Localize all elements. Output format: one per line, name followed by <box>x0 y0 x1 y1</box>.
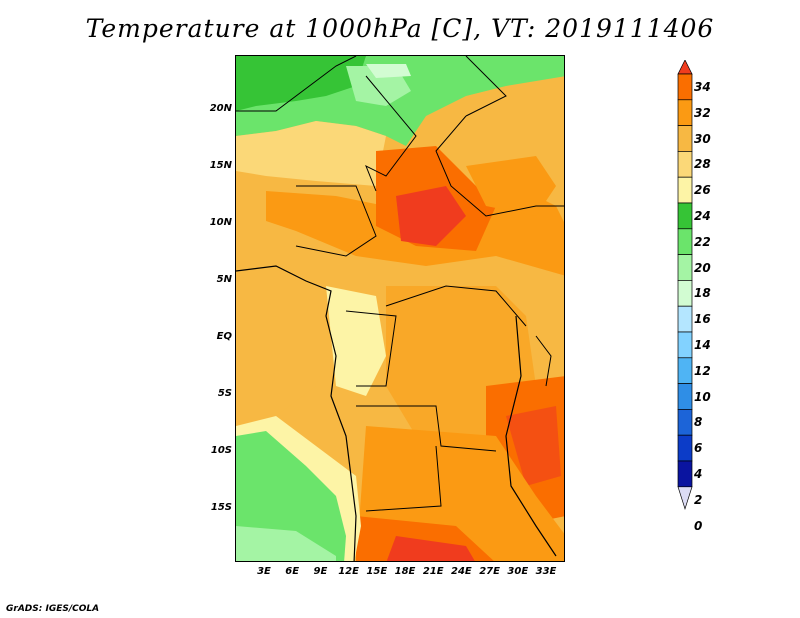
colorbar-swatch <box>677 151 693 178</box>
colorbar-tick-label: 24 <box>694 209 711 223</box>
colorbar-tick-label: 6 <box>694 441 703 456</box>
colorbar-swatch <box>677 460 693 488</box>
colorbar-tick-label: 4 <box>694 467 703 481</box>
colorbar-bottom-arrow <box>677 486 693 510</box>
colorbar-swatch <box>677 280 693 307</box>
temperature-field <box>236 56 564 561</box>
lat-tick-label: 10N <box>209 217 232 228</box>
colorbar-tick-label: 32 <box>694 105 711 120</box>
lon-tick-label: 30E <box>507 566 529 577</box>
lat-tick-label: 5S <box>217 388 232 399</box>
grads-credit: GrADS: IGES/COLA <box>6 604 100 614</box>
lon-tick-label: 18E <box>394 566 416 577</box>
colorbar-swatch <box>677 125 693 152</box>
lon-tick-label: 15E <box>366 566 388 577</box>
colorbar-tick-label: 22 <box>694 234 711 249</box>
colorbar-tick-label: 12 <box>694 363 711 378</box>
colorbar-swatch <box>677 305 693 333</box>
lat-tick-label: 5N <box>216 274 232 285</box>
colorbar-tick-label: 28 <box>694 157 711 172</box>
colorbar-tick-label: 8 <box>694 415 703 430</box>
lon-tick-label: 6E <box>285 566 300 577</box>
colorbar-tick-label: 34 <box>694 80 711 94</box>
colorbar-tick-label: 16 <box>694 312 711 327</box>
colorbar-tick-label: 18 <box>694 286 711 301</box>
colorbar-swatch <box>677 73 693 101</box>
lon-tick-label: 27E <box>479 566 500 577</box>
lon-tick-label: 21E <box>422 566 444 577</box>
colorbar-swatch <box>677 254 693 281</box>
colorbar-swatch <box>677 228 693 255</box>
colorbar-tick-label: 2 <box>694 492 703 507</box>
colorbar-tick-label: 30 <box>694 131 711 146</box>
colorbar-swatch <box>677 434 693 462</box>
colorbar-top-arrow <box>677 59 693 75</box>
colorbar-swatch <box>677 409 693 436</box>
colorbar-swatches <box>677 59 693 510</box>
lat-tick-label: EQ <box>216 331 232 342</box>
colorbar-swatch <box>677 176 693 204</box>
colorbar-tick-label: 10 <box>694 389 711 404</box>
colorbar-swatch <box>677 331 693 359</box>
lon-tick-label: 9E <box>313 566 328 577</box>
lat-tick-label: 15N <box>209 160 232 171</box>
temperature-map <box>235 55 565 562</box>
colorbar-swatch <box>677 357 693 384</box>
colorbar-tick-label: 20 <box>694 260 711 275</box>
lon-tick-label: 24E <box>451 566 472 577</box>
lon-tick-label: 33E <box>535 566 557 577</box>
lat-tick-label: 15S <box>210 502 232 513</box>
lon-tick-label: 12E <box>338 566 359 577</box>
colorbar-swatch <box>677 202 693 230</box>
chart-title: Temperature at 1000hPa [C], VT: 20191114… <box>85 14 715 43</box>
colorbar-tick-label: 14 <box>694 338 711 352</box>
colorbar-swatch <box>677 383 693 410</box>
lat-tick-label: 20N <box>209 103 232 114</box>
colorbar-tick-label: 26 <box>694 183 711 198</box>
lat-tick-label: 10S <box>210 445 232 456</box>
colorbar-swatch <box>677 99 693 126</box>
colorbar <box>672 59 732 560</box>
colorbar-tick-label: 0 <box>694 518 703 533</box>
lon-tick-label: 3E <box>257 566 271 577</box>
